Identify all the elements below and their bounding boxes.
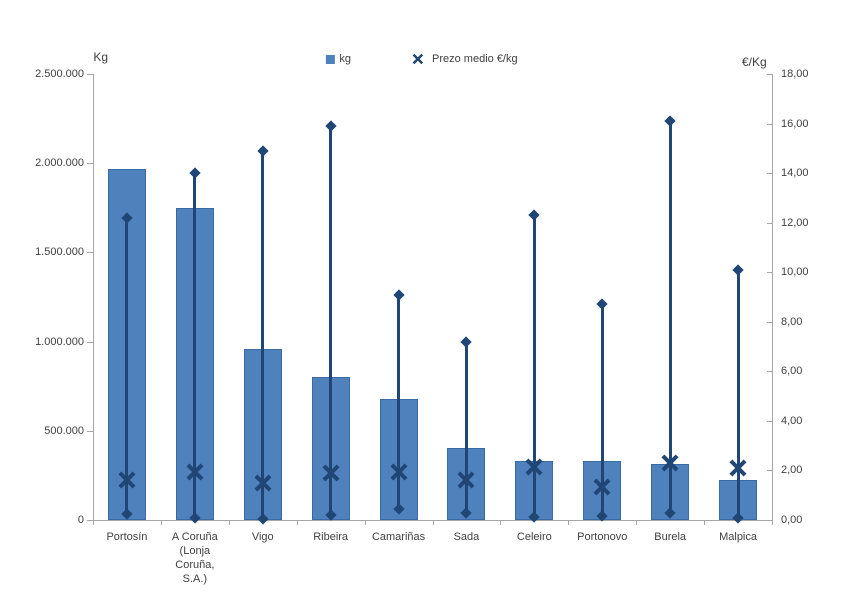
x-axis-tick [704, 520, 706, 525]
avg-price-x-marker [322, 465, 340, 481]
right-axis-tick [767, 173, 772, 175]
price-range-line [193, 173, 197, 518]
left-axis-tick [87, 430, 93, 432]
price-range-line [600, 304, 604, 517]
right-axis-tick [767, 74, 772, 75]
right-axis-tick-label: 16,00 [781, 117, 809, 130]
price-range-line [125, 217, 129, 514]
x-axis-tick [296, 520, 298, 525]
price-max-marker [257, 145, 269, 157]
right-axis-tick [767, 321, 772, 323]
price-max-marker [528, 209, 541, 221]
price-range-line [532, 215, 536, 517]
category-label: Sada [453, 531, 480, 543]
right-axis-tick-label: 0,00 [781, 514, 803, 526]
category-label: Burela [654, 531, 687, 543]
x-cross-icon [412, 54, 423, 64]
price-range-line [736, 269, 740, 518]
price-range-line [261, 150, 265, 519]
avg-price-x-marker [186, 464, 204, 480]
category-label: A Coruña (Lonja Coruña, S.A.) [171, 531, 218, 585]
right-axis-tick-label: 8,00 [781, 315, 803, 328]
right-axis-title: €/Kg [742, 55, 767, 69]
x-axis-tick [772, 520, 773, 525]
price-max-marker [664, 115, 676, 127]
right-axis-tick [767, 470, 772, 472]
legend-label-prezo-medio: Prezo medio €/kg [432, 53, 518, 65]
legend-item-prezo-medio: Prezo medio €/kg [409, 51, 518, 67]
category-label: Malpica [719, 531, 757, 543]
avg-price-x-marker [729, 460, 747, 476]
category-label: Celeiro [516, 531, 552, 543]
right-axis-tick-label: 4,00 [781, 414, 803, 427]
price-max-marker [596, 298, 608, 311]
left-axis-tick-label: 1.500.000 [35, 246, 84, 259]
left-axis-tick [87, 74, 93, 75]
right-axis-tick [767, 520, 772, 521]
right-axis-tick [767, 420, 772, 422]
x-axis-tick [160, 520, 162, 525]
right-axis-tick-label: 14,00 [781, 167, 809, 180]
price-range-line [329, 126, 333, 516]
category-label: Portosín [106, 531, 148, 543]
avg-price-x-marker [593, 479, 611, 495]
category-label: Camariñas [371, 531, 426, 543]
avg-price-x-marker [118, 472, 136, 488]
legend-label-kg: kg [339, 53, 352, 65]
price-max-marker [189, 167, 201, 179]
price-range-line [397, 294, 401, 509]
right-axis-tick-label: 12,00 [781, 216, 809, 229]
category-label: Portonovo [577, 531, 628, 543]
left-axis-tick [87, 163, 93, 165]
category-label: Ribeira [313, 531, 349, 543]
price-max-marker [392, 288, 405, 301]
right-axis-tick-label: 10,00 [781, 266, 809, 279]
left-axis-tick-label: 2.000.000 [35, 157, 84, 170]
avg-price-x-marker [390, 464, 408, 480]
category-label: Vigo [251, 531, 274, 543]
price-max-marker [732, 264, 744, 276]
avg-price-x-marker [457, 472, 475, 488]
chart-legend: kg Prezo medio €/kg [325, 51, 518, 67]
price-max-marker [460, 335, 473, 348]
right-axis-tick-label: 6,00 [781, 365, 803, 378]
x-axis-tick [432, 520, 434, 525]
left-axis-title: Kg [93, 50, 108, 64]
right-axis-tick-label: 18,00 [781, 68, 809, 80]
left-axis-tick-label: 1.000.000 [35, 335, 84, 348]
x-axis-tick [93, 520, 94, 525]
avg-price-x-marker [661, 455, 679, 471]
x-axis-tick [500, 520, 502, 525]
right-axis-tick [767, 123, 772, 125]
right-axis-tick [767, 272, 772, 274]
right-axis-tick-label: 2,00 [781, 464, 803, 477]
left-axis-line [93, 74, 94, 520]
x-axis-tick [636, 520, 638, 525]
price-range-line [464, 341, 468, 513]
left-axis-tick [87, 252, 93, 254]
price-range-line [668, 121, 672, 514]
avg-price-x-marker [525, 459, 543, 475]
left-axis-tick-label: 0 [77, 514, 84, 526]
x-axis-tick [364, 520, 366, 525]
left-axis-tick-label: 500.000 [44, 424, 84, 437]
right-axis-line [772, 74, 773, 521]
bar-square-icon [325, 54, 335, 64]
legend-item-kg: kg [325, 53, 351, 65]
left-axis-tick [87, 520, 93, 521]
right-axis-tick [767, 222, 772, 224]
x-axis-tick [568, 520, 570, 525]
left-axis-tick-label: 2.500.000 [35, 68, 84, 80]
price-max-marker [324, 120, 337, 132]
avg-price-x-marker [254, 475, 272, 491]
left-axis-tick [87, 341, 93, 343]
x-axis-tick [228, 520, 230, 525]
right-axis-tick [767, 371, 772, 373]
